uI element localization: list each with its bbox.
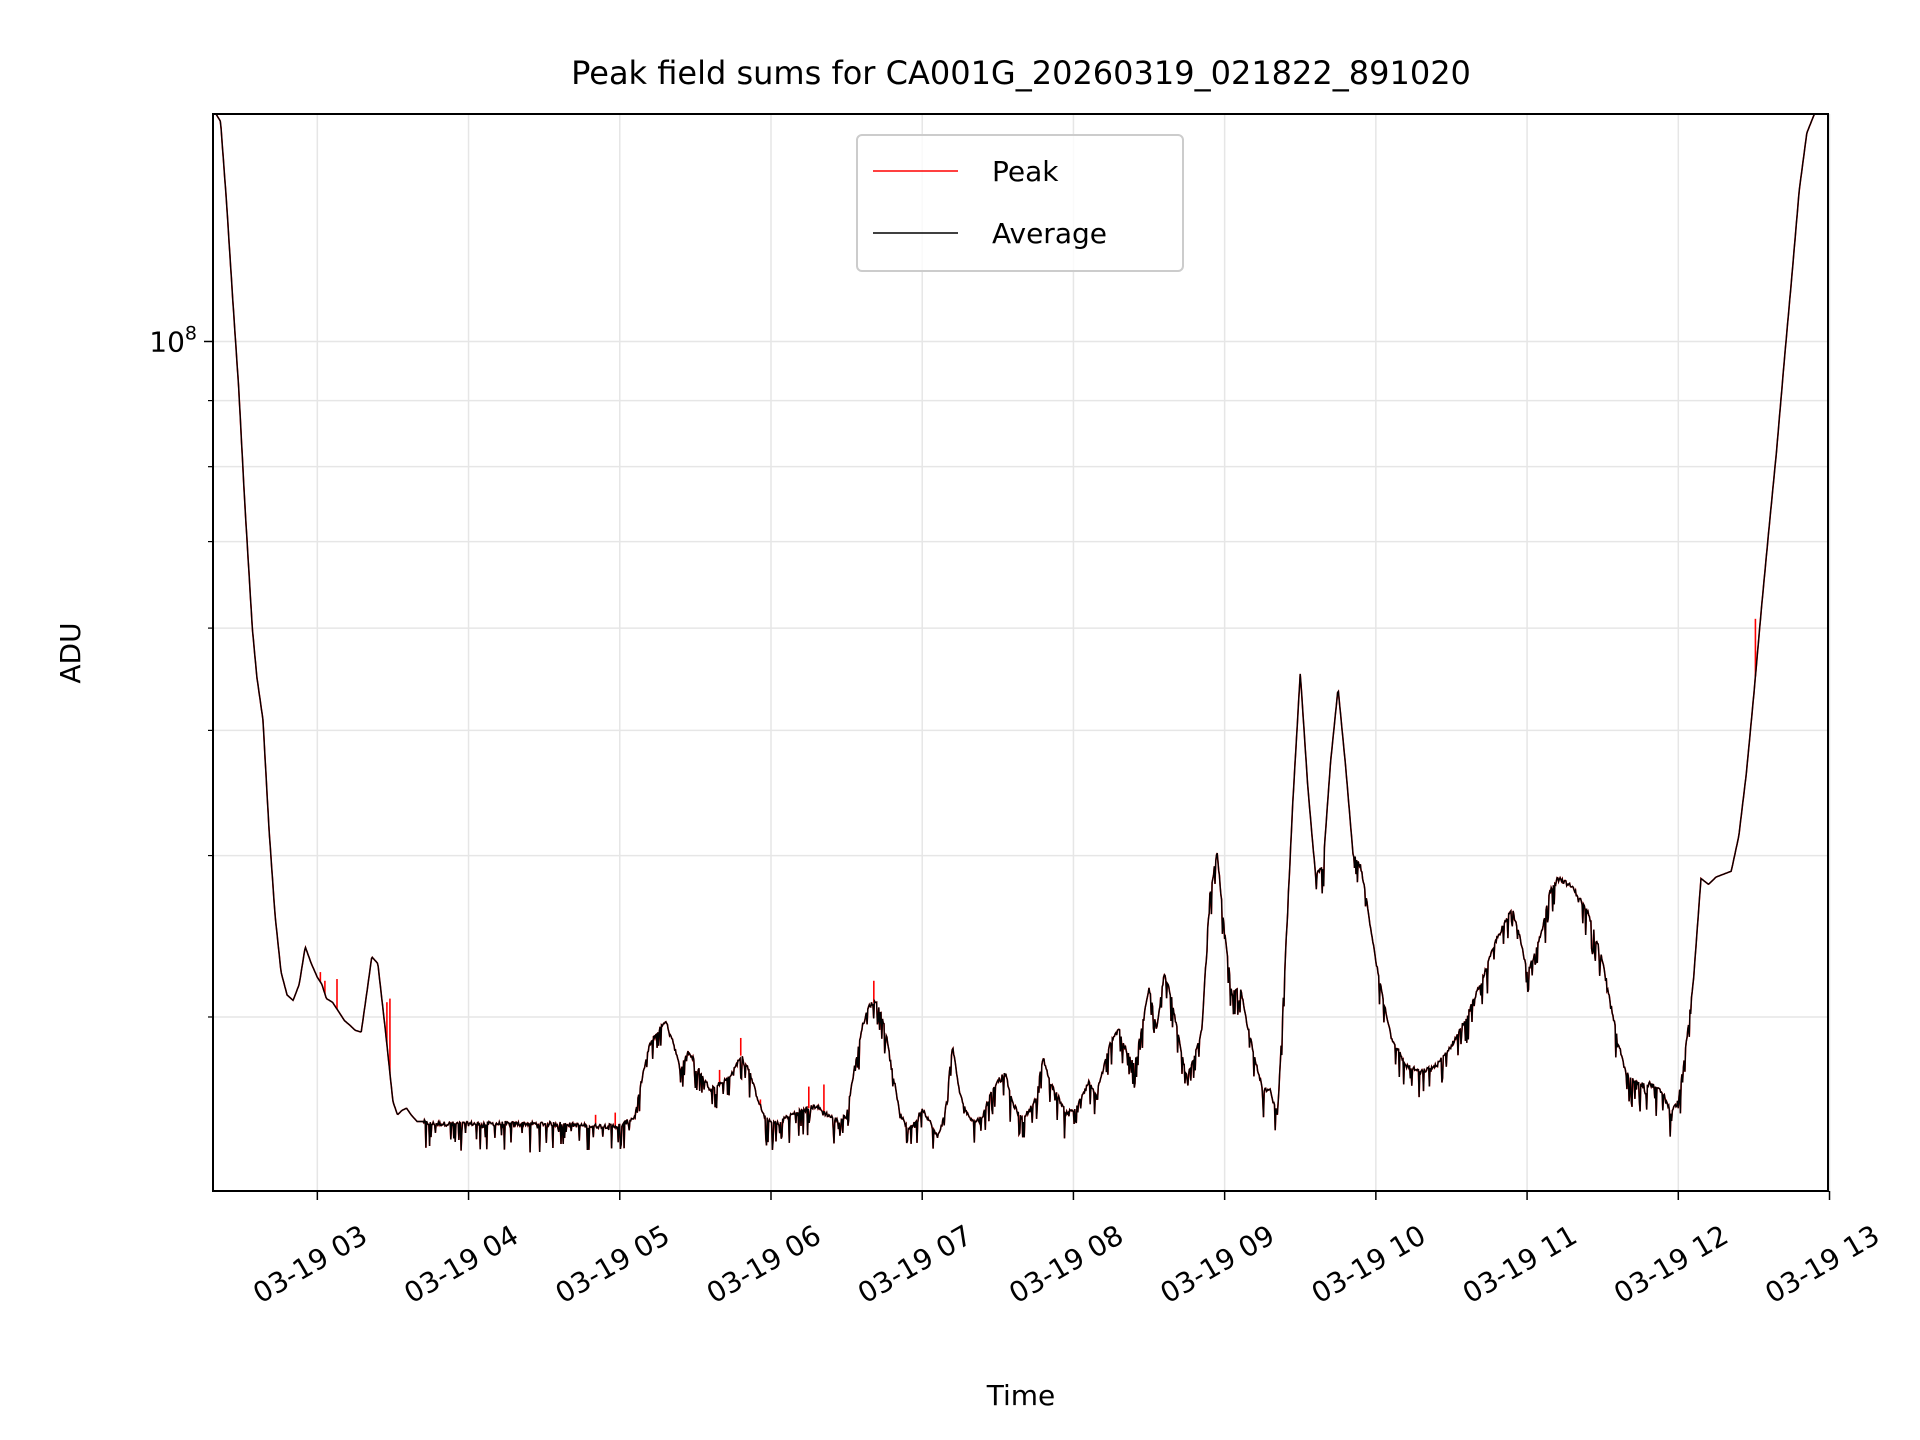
average-series-line [213,114,1828,1153]
chart-title: Peak field sums for CA001G_20260319_0218… [571,54,1471,92]
legend-average-label: Average [992,217,1107,250]
y-tick-label: 108 [149,322,197,358]
legend-box [856,134,1184,272]
y-axis-ticks: 108 [149,322,213,1018]
series-layer [213,114,1828,1153]
grid [213,114,1831,1191]
x-axis-label: Time [986,1379,1056,1412]
legend: Peak Average [856,134,1184,272]
legend-peak-label: Peak [992,155,1059,188]
y-axis-label: ADU [54,622,87,683]
plot-frame [212,113,1829,1192]
